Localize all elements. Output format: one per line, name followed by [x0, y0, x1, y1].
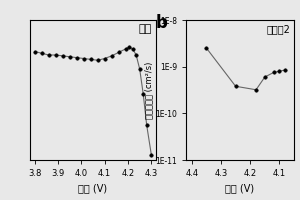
Y-axis label: 动力学参数 (cm²/s): 动力学参数 (cm²/s) — [145, 61, 154, 119]
Text: 充电: 充电 — [139, 24, 152, 34]
Text: 实施例2: 实施例2 — [267, 24, 291, 34]
X-axis label: 电压 (V): 电压 (V) — [225, 184, 255, 194]
X-axis label: 电压 (V): 电压 (V) — [78, 184, 108, 194]
Text: b: b — [156, 14, 168, 32]
